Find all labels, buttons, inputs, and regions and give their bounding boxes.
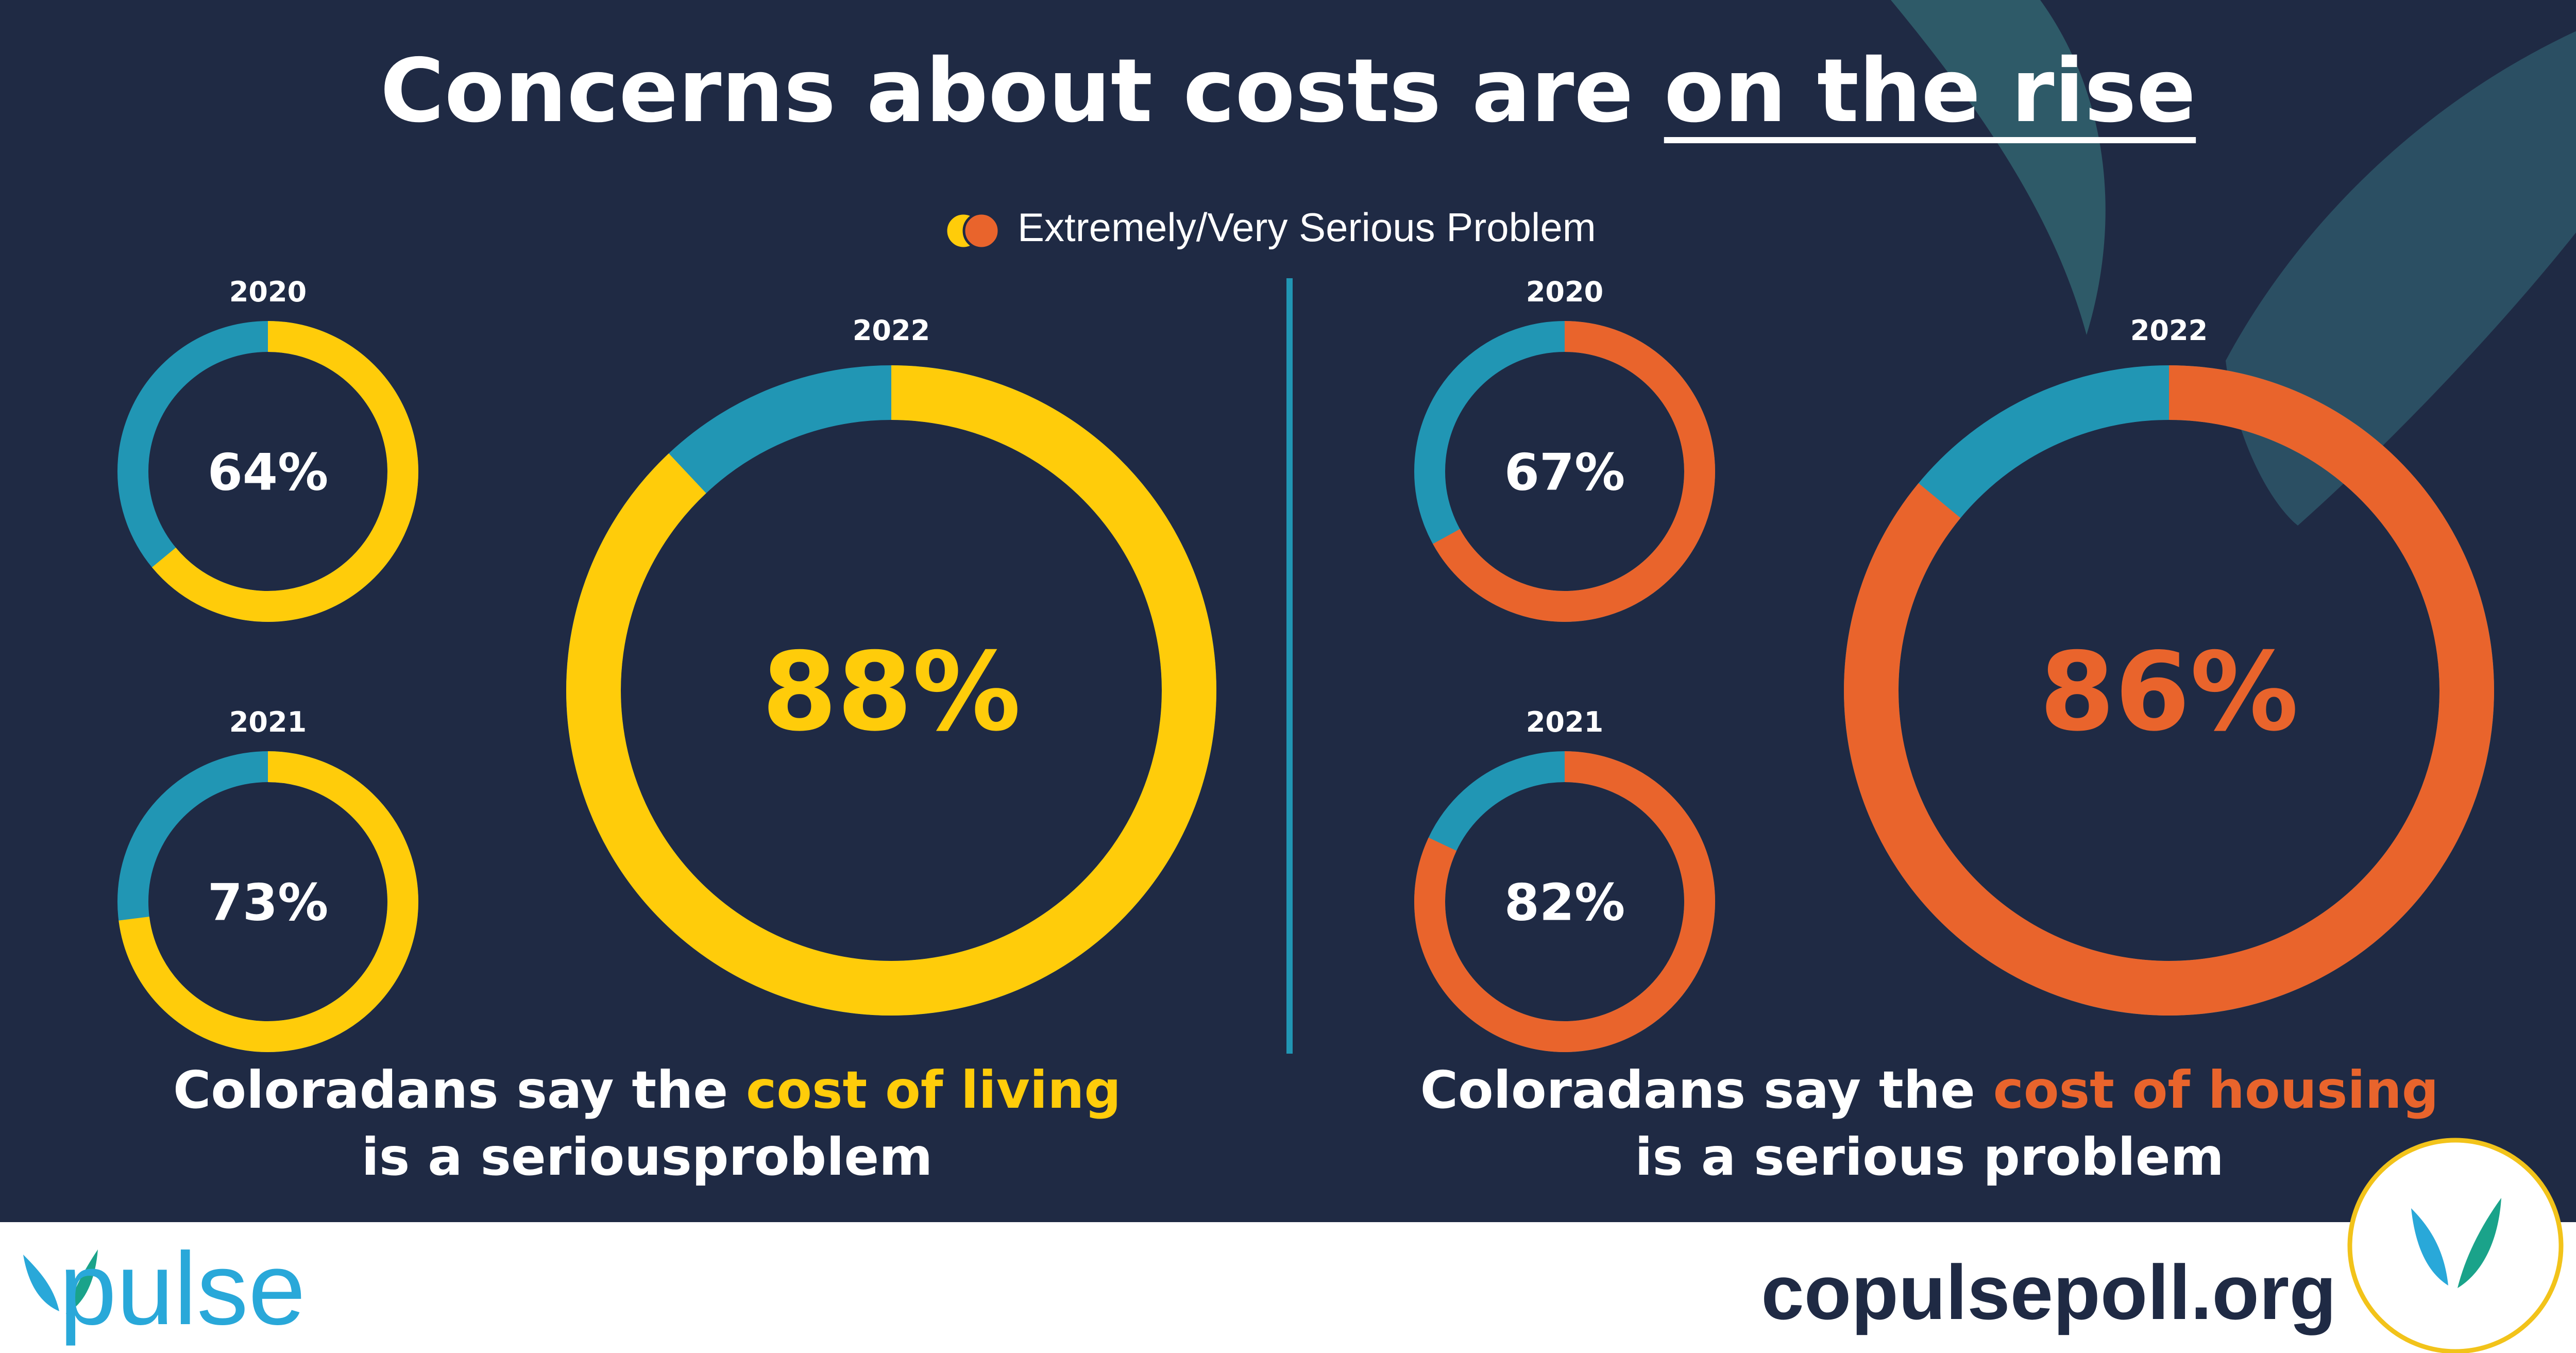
brand-leaf-right-icon: [66, 1249, 98, 1314]
title-prefix: Concerns about costs are: [380, 40, 1664, 142]
brand-wordmark: pulse: [59, 1231, 306, 1346]
caption-living-highlight: cost of living: [746, 1060, 1121, 1120]
donut-living-2020-arc: [152, 321, 418, 622]
brand-leaf-left-icon: [23, 1255, 59, 1311]
title-emphasis: on the rise: [1664, 40, 2196, 142]
donut-housing-2022-value-label: 86%: [2040, 629, 2299, 755]
donut-housing-2021-value-label: 82%: [1504, 873, 1625, 932]
caption-housing-prefix: Coloradans say the: [1420, 1060, 1993, 1120]
donut-living-2022-value-label: 88%: [762, 629, 1021, 755]
donut-living-2020-value-label: 64%: [208, 443, 329, 502]
footer-bar: [0, 1222, 2576, 1353]
decorative-leaf-small: [1891, 0, 2106, 335]
donut-housing-2020-year-label: 2020: [1526, 276, 1603, 308]
seal-badge: [2347, 1138, 2564, 1353]
seal-leaf-left-icon: [2411, 1208, 2448, 1286]
seal-leaf-right-icon: [2458, 1198, 2501, 1288]
donut-housing-2020-value-label: 67%: [1504, 443, 1625, 502]
legend-swatch-housing: [962, 212, 1001, 250]
caption-living-line2: is a seriousproblem: [362, 1127, 933, 1187]
donut-housing-2021-arc: [1414, 751, 1715, 1052]
donut-living-2021-value-label: 73%: [208, 873, 329, 932]
donut-housing-2021-year-label: 2021: [1526, 706, 1603, 738]
legend: Extremely/Very Serious Problem: [944, 205, 1596, 250]
seal-circle: [2347, 1138, 2564, 1353]
donut-living-2022-year-label: 2022: [853, 314, 930, 347]
donut-charts: 2020 64% 2021 73% 2022 88% 2020 67% 2021 82% 2022 8…: [117, 276, 2494, 1052]
caption-housing-line1: Coloradans say the cost of housing: [1420, 1060, 2439, 1120]
donut-housing-2022-arc: [1844, 365, 2494, 1016]
caption-living-line1: Coloradans say the cost of living: [173, 1060, 1121, 1120]
donut-living-2021-arc: [118, 751, 418, 1052]
donut-housing-2022-year-label: 2022: [2130, 314, 2208, 347]
caption-housing-line2: is a serious problem: [1635, 1127, 2224, 1187]
donut-housing-2020-arc: [1433, 321, 1715, 622]
page-title: Concerns about costs are on the rise: [380, 40, 2196, 142]
donut-living-2020-year-label: 2020: [229, 276, 307, 308]
caption-housing-highlight: cost of housing: [1993, 1060, 2439, 1120]
website-link[interactable]: copulsepoll.org: [1761, 1249, 2336, 1335]
brand-logo: pulse: [23, 1231, 306, 1346]
legend-label: Extremely/Very Serious Problem: [1018, 205, 1596, 250]
caption-living-prefix: Coloradans say the: [173, 1060, 746, 1120]
donut-living-2022-arc: [566, 365, 1216, 1016]
donut-living-2021-year-label: 2021: [229, 706, 307, 738]
